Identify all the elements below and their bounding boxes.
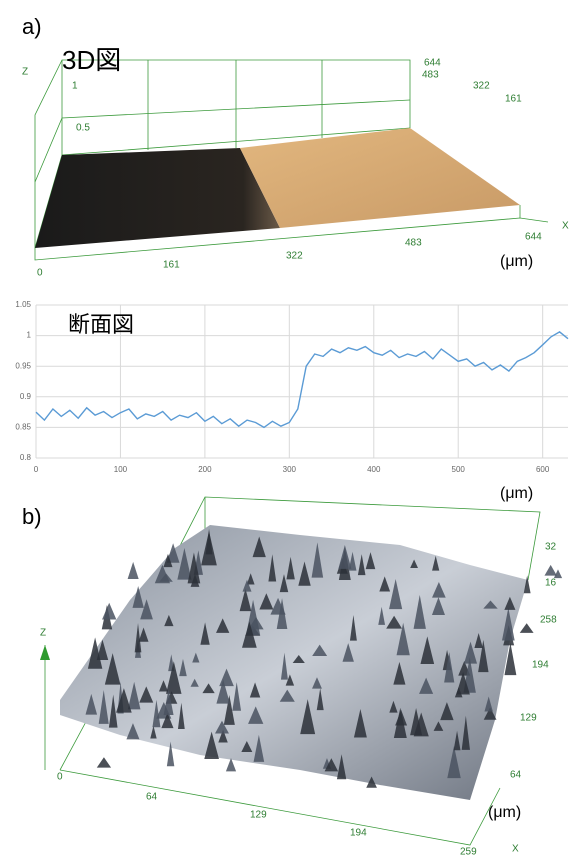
chart-title: 断面図 (68, 312, 134, 337)
surface-tan (240, 128, 520, 228)
profile-line (36, 332, 568, 428)
tick-label: 64 (510, 770, 522, 781)
axis-label: Z (22, 67, 28, 78)
tick-label: 259 (460, 847, 477, 858)
tick-label: 129 (520, 713, 537, 724)
axis-label: X (562, 221, 569, 232)
y-tick-label: 0.8 (20, 453, 32, 462)
tick-label: 161 (163, 260, 180, 271)
x-tick-label: 300 (283, 465, 297, 474)
x-tick-label: 400 (367, 465, 381, 474)
surface-dark (35, 148, 280, 248)
panel-label: a) (22, 14, 42, 39)
spike (520, 623, 534, 633)
profile-chart: 0.8 0.85 0.9 0.95 1 1.05 0 100 200 300 400 500 600 断面… (15, 300, 568, 502)
tick-label: 194 (350, 828, 367, 839)
tick-label: 32 (545, 542, 557, 553)
tick-label: 258 (540, 615, 557, 626)
spike (102, 603, 116, 620)
tick-label: 322 (286, 251, 303, 262)
tick-label: 1 (72, 81, 78, 92)
tick-label: 0 (37, 268, 43, 279)
unit: (μm) (500, 253, 533, 270)
panel-label: b) (22, 504, 42, 529)
tick-label: 0.5 (76, 123, 90, 134)
tick-label: 644 (424, 58, 441, 69)
y-tick-label: 0.85 (15, 423, 31, 432)
x-tick-label: 200 (198, 465, 212, 474)
tick-label: 64 (146, 792, 158, 803)
tick-label: 0 (57, 772, 63, 783)
tick-label: 16 (545, 578, 557, 589)
tick-label: 644 (525, 232, 542, 243)
tick-label: 483 (422, 70, 439, 81)
spike (128, 562, 139, 579)
x-tick-label: 600 (536, 465, 550, 474)
surface-b: Z 32 16 258 194 129 64 0 64 129 194 259 … (40, 497, 562, 858)
title: 3D図 (62, 45, 121, 75)
y-tick-label: 0.9 (20, 392, 32, 401)
unit: (μm) (488, 804, 521, 821)
tick-label: 194 (532, 660, 549, 671)
x-tick-label: 0 (34, 465, 39, 474)
y-tick-label: 0.95 (15, 361, 31, 370)
spike (544, 565, 556, 576)
tick-label: 161 (505, 94, 522, 105)
arrow (40, 645, 50, 660)
axis-label: X (512, 844, 519, 855)
tick-label: 322 (473, 81, 490, 92)
x-tick-label: 100 (114, 465, 128, 474)
surface-a: 3D図 Z 1 0.5 644 483 322 161 0 161 322 48… (22, 45, 569, 279)
spike (97, 757, 111, 767)
tick-label: 129 (250, 810, 267, 821)
y-tick-label: 1 (27, 331, 32, 340)
figure: a) 3D図 Z 1 0.5 644 483 322 161 0 161 322… (0, 0, 572, 858)
x-unit: (μm) (500, 485, 533, 502)
axis-label: Z (40, 628, 46, 639)
tick-label: 483 (405, 238, 422, 249)
x-tick-label: 500 (452, 465, 466, 474)
y-tick-label: 1.05 (15, 300, 31, 309)
